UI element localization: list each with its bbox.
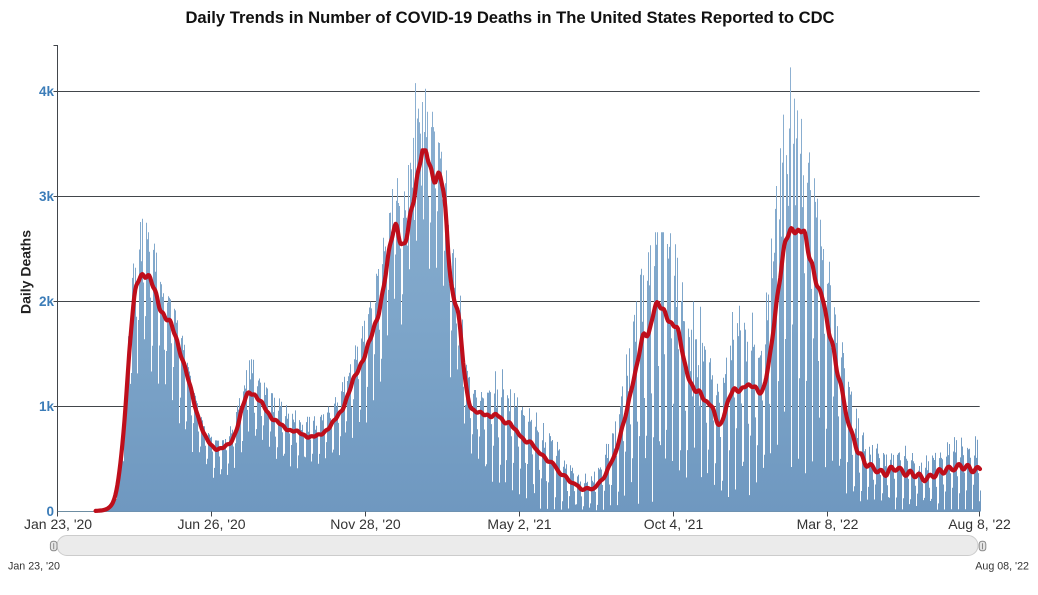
svg-text:Nov 28, '20: Nov 28, '20 [330, 516, 401, 532]
svg-text:Daily Trends in Number of COVI: Daily Trends in Number of COVID-19 Death… [185, 8, 834, 27]
svg-text:Jun 26, '20: Jun 26, '20 [177, 516, 245, 532]
svg-text:1k: 1k [39, 399, 55, 414]
svg-text:Oct 4, '21: Oct 4, '21 [644, 516, 704, 532]
svg-text:0: 0 [46, 504, 54, 519]
svg-text:Aug 8, '22: Aug 8, '22 [948, 516, 1011, 532]
svg-text:2k: 2k [39, 294, 55, 309]
svg-text:3k: 3k [39, 189, 55, 204]
svg-text:Mar 8, '22: Mar 8, '22 [797, 516, 859, 532]
svg-text:Jan 23, '20: Jan 23, '20 [8, 561, 60, 573]
svg-text:4k: 4k [39, 84, 55, 99]
svg-text:Jan 23, '20: Jan 23, '20 [24, 516, 92, 532]
svg-text:Aug 08, '22: Aug 08, '22 [975, 561, 1029, 573]
svg-text:May 2, '21: May 2, '21 [487, 516, 551, 532]
svg-text:Daily Deaths: Daily Deaths [18, 230, 34, 314]
